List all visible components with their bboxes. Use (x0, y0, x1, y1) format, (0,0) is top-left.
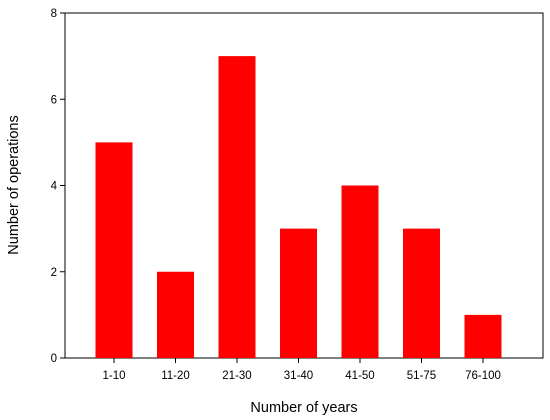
y-tick-label: 0 (51, 353, 57, 365)
x-tick-label: 41-50 (345, 370, 374, 382)
x-tick-label: 51-75 (407, 370, 436, 382)
x-tick-label: 11-20 (161, 370, 190, 382)
bar-21-30 (218, 56, 256, 358)
x-tick-label: 76-100 (465, 370, 501, 382)
x-tick-label: 21-30 (222, 370, 251, 382)
y-tick-label: 4 (51, 181, 58, 193)
bar-41-50 (341, 185, 379, 358)
bar-11-20 (157, 271, 194, 358)
y-tick-label: 8 (51, 8, 57, 20)
bar-1-10 (95, 142, 133, 358)
x-tick-label: 31-40 (284, 370, 313, 382)
bar-76-100 (464, 314, 502, 358)
y-axis: 0 2 4 6 8 (51, 8, 65, 365)
x-axis: 1-10 11-20 21-30 31-40 41-50 51-75 76-100 (102, 358, 501, 382)
bar-31-40 (280, 228, 317, 358)
y-tick-label: 6 (51, 94, 57, 106)
bar-51-75 (403, 228, 440, 358)
bars-group (95, 56, 502, 358)
x-tick-label: 1-10 (102, 370, 125, 382)
y-tick-label: 2 (51, 267, 57, 279)
x-axis-title: Number of years (250, 400, 357, 416)
y-axis-title: Number of operations (6, 115, 22, 254)
